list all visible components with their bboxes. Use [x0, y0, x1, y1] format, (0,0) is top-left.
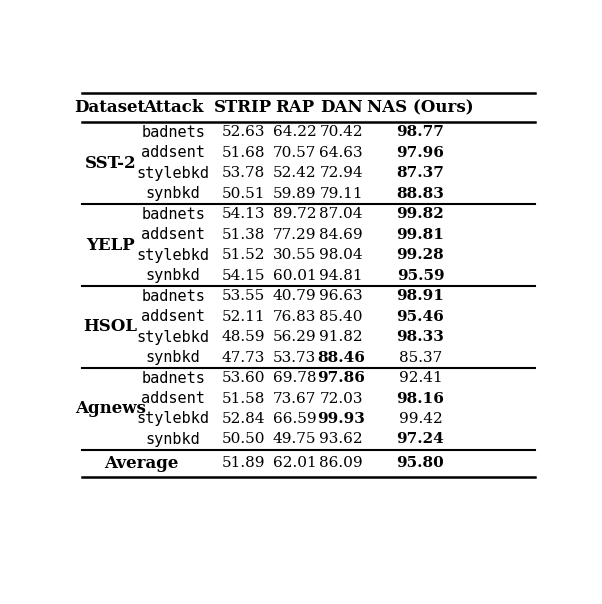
- Text: 88.46: 88.46: [317, 350, 365, 365]
- Text: 49.75: 49.75: [273, 432, 316, 446]
- Text: 54.15: 54.15: [222, 269, 265, 283]
- Text: addsent: addsent: [141, 146, 205, 161]
- Text: 66.59: 66.59: [273, 412, 316, 426]
- Text: 72.94: 72.94: [320, 167, 363, 181]
- Text: 64.63: 64.63: [320, 146, 363, 160]
- Text: HSOL: HSOL: [83, 318, 137, 335]
- Text: synbkd: synbkd: [146, 432, 200, 447]
- Text: 51.52: 51.52: [222, 248, 265, 262]
- Text: STRIP: STRIP: [214, 99, 272, 117]
- Text: 51.89: 51.89: [222, 456, 265, 470]
- Text: 52.63: 52.63: [222, 126, 265, 140]
- Text: 77.29: 77.29: [273, 228, 316, 242]
- Text: 30.55: 30.55: [273, 248, 316, 262]
- Text: 97.24: 97.24: [397, 432, 444, 446]
- Text: synbkd: synbkd: [146, 187, 200, 201]
- Text: addsent: addsent: [141, 227, 205, 242]
- Text: 59.89: 59.89: [273, 187, 316, 201]
- Text: 91.82: 91.82: [320, 330, 363, 344]
- Text: 53.60: 53.60: [222, 371, 265, 385]
- Text: SST-2: SST-2: [84, 155, 136, 172]
- Text: 51.58: 51.58: [222, 391, 265, 405]
- Text: 98.04: 98.04: [320, 248, 363, 262]
- Text: 51.38: 51.38: [222, 228, 265, 242]
- Text: 97.86: 97.86: [317, 371, 365, 385]
- Text: badnets: badnets: [141, 125, 205, 140]
- Text: badnets: badnets: [141, 370, 205, 385]
- Text: 54.13: 54.13: [222, 207, 265, 221]
- Text: 99.93: 99.93: [317, 412, 365, 426]
- Text: 95.80: 95.80: [397, 456, 444, 470]
- Text: 99.81: 99.81: [397, 228, 444, 242]
- Text: 52.42: 52.42: [273, 167, 316, 181]
- Text: 40.79: 40.79: [273, 289, 316, 303]
- Text: 95.59: 95.59: [397, 269, 444, 283]
- Text: 48.59: 48.59: [222, 330, 265, 344]
- Text: 86.09: 86.09: [320, 456, 363, 470]
- Text: 53.78: 53.78: [222, 167, 265, 181]
- Text: 70.57: 70.57: [273, 146, 316, 160]
- Text: 92.41: 92.41: [399, 371, 442, 385]
- Text: 69.78: 69.78: [273, 371, 316, 385]
- Text: 50.51: 50.51: [222, 187, 265, 201]
- Text: 89.72: 89.72: [273, 207, 316, 221]
- Text: 51.68: 51.68: [222, 146, 265, 160]
- Text: 96.63: 96.63: [320, 289, 363, 303]
- Text: addsent: addsent: [141, 391, 205, 406]
- Text: badnets: badnets: [141, 289, 205, 304]
- Text: 94.81: 94.81: [320, 269, 363, 283]
- Text: Agnews: Agnews: [75, 400, 146, 417]
- Text: 98.16: 98.16: [397, 391, 444, 405]
- Text: 79.11: 79.11: [320, 187, 363, 201]
- Text: 88.83: 88.83: [397, 187, 444, 201]
- Text: 93.62: 93.62: [320, 432, 363, 446]
- Text: 99.82: 99.82: [397, 207, 444, 221]
- Text: 52.84: 52.84: [222, 412, 265, 426]
- Text: 98.77: 98.77: [397, 126, 444, 140]
- Text: 52.11: 52.11: [222, 310, 265, 324]
- Text: Attack: Attack: [143, 99, 203, 117]
- Text: 50.50: 50.50: [222, 432, 265, 446]
- Text: 98.33: 98.33: [397, 330, 444, 344]
- Text: 87.04: 87.04: [320, 207, 363, 221]
- Text: 87.37: 87.37: [397, 167, 444, 181]
- Text: NAS (Ours): NAS (Ours): [367, 99, 474, 117]
- Text: 62.01: 62.01: [273, 456, 317, 470]
- Text: 98.91: 98.91: [397, 289, 444, 303]
- Text: 76.83: 76.83: [273, 310, 316, 324]
- Text: 95.46: 95.46: [397, 310, 444, 324]
- Text: DAN: DAN: [320, 99, 362, 117]
- Text: 47.73: 47.73: [222, 350, 265, 365]
- Text: 85.37: 85.37: [399, 350, 442, 365]
- Text: 53.73: 53.73: [273, 350, 316, 365]
- Text: 60.01: 60.01: [273, 269, 317, 283]
- Text: YELP: YELP: [86, 237, 135, 254]
- Text: Dataset: Dataset: [75, 99, 146, 117]
- Text: RAP: RAP: [275, 99, 314, 117]
- Text: 56.29: 56.29: [273, 330, 316, 344]
- Text: 99.42: 99.42: [399, 412, 442, 426]
- Text: 85.40: 85.40: [320, 310, 363, 324]
- Text: 53.55: 53.55: [222, 289, 265, 303]
- Text: stylebkd: stylebkd: [137, 411, 209, 426]
- Text: 64.22: 64.22: [273, 126, 317, 140]
- Text: 73.67: 73.67: [273, 391, 316, 405]
- Text: synbkd: synbkd: [146, 350, 200, 365]
- Text: stylebkd: stylebkd: [137, 330, 209, 345]
- Text: addsent: addsent: [141, 309, 205, 324]
- Text: 97.96: 97.96: [397, 146, 444, 160]
- Text: 72.03: 72.03: [320, 391, 363, 405]
- Text: badnets: badnets: [141, 207, 205, 222]
- Text: Average: Average: [105, 455, 179, 472]
- Text: 99.28: 99.28: [397, 248, 444, 262]
- Text: synbkd: synbkd: [146, 268, 200, 283]
- Text: 84.69: 84.69: [320, 228, 363, 242]
- Text: 70.42: 70.42: [320, 126, 363, 140]
- Text: stylebkd: stylebkd: [137, 166, 209, 181]
- Text: stylebkd: stylebkd: [137, 248, 209, 263]
